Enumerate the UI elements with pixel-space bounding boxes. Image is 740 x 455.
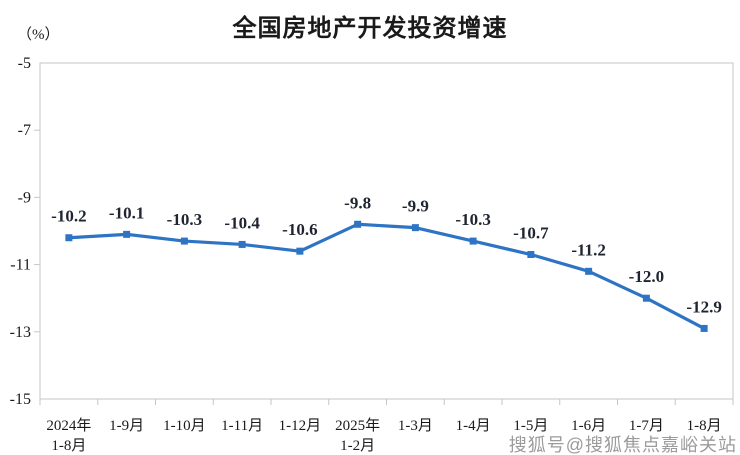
y-tick-label: -7: [18, 122, 31, 139]
x-axis: 2024年 1-8月 1-9月 1-10月 1-11月 1-12月 2025年 1-2月 1-3…: [39, 399, 734, 454]
data-point-marker: [65, 234, 73, 242]
data-label: -10.2: [51, 207, 86, 226]
x-tick-label: 1-7月: [629, 418, 664, 434]
data-point-marker: [700, 324, 708, 332]
data-label: -10.4: [224, 213, 260, 232]
data-point-marker: [354, 220, 362, 228]
y-tick-label: -11: [10, 257, 31, 274]
x-tick-label: 1-3月: [398, 418, 433, 434]
y-axis-unit-label: （%）: [17, 27, 60, 43]
data-label: -10.1: [109, 203, 144, 222]
data-label: -10.3: [455, 210, 490, 229]
data-label: -10.6: [282, 220, 317, 239]
data-point-marker: [123, 230, 131, 238]
plot-border: [39, 62, 734, 400]
data-point-marker: [238, 240, 246, 248]
series-line: [67, 222, 706, 331]
x-tick-label: 1-10月: [163, 418, 206, 434]
y-tick-label: -13: [10, 324, 31, 341]
watermark-text: 搜狐号@搜狐焦点嘉峪关站: [508, 435, 737, 455]
data-label: -9.8: [344, 193, 371, 212]
x-tick-label: 1-9月: [109, 418, 144, 434]
y-tick-label: -9: [18, 189, 31, 206]
series-points: -10.2 -10.1 -10.3 -10.4 -10.6 -9.8 -9.9 -10.3 -1…: [51, 193, 722, 332]
data-point-marker: [642, 294, 650, 302]
data-point-marker: [469, 237, 477, 245]
x-tick-label: 1-4月: [456, 418, 491, 434]
x-tick-label: 1-12月: [279, 418, 322, 434]
x-tick-label: 1-8月: [687, 418, 722, 434]
x-tick-label: 2025年 1-2月: [335, 417, 380, 454]
x-tick-label: 1-11月: [221, 418, 263, 434]
y-axis: -5 -7 -9 -11 -13 -15: [10, 55, 40, 408]
x-tick-label: 1-5月: [513, 418, 548, 434]
data-point-marker: [411, 224, 419, 232]
data-label: -11.2: [571, 240, 605, 259]
x-tick-label: 1-6月: [571, 418, 606, 434]
data-label: -12.9: [686, 297, 721, 316]
data-point-marker: [296, 247, 304, 255]
data-point-marker: [585, 267, 593, 275]
chart-title: 全国房地产开发投资增速: [232, 15, 508, 42]
y-tick-label: -5: [18, 55, 31, 72]
data-label: -10.7: [513, 224, 549, 243]
y-tick-label: -15: [10, 391, 31, 408]
data-point-marker: [180, 237, 188, 245]
x-tick-label: 2024年 1-8月: [46, 417, 91, 454]
data-label: -12.0: [629, 267, 664, 286]
data-label: -9.9: [402, 197, 429, 216]
data-point-marker: [527, 251, 535, 259]
data-label: -10.3: [167, 210, 202, 229]
